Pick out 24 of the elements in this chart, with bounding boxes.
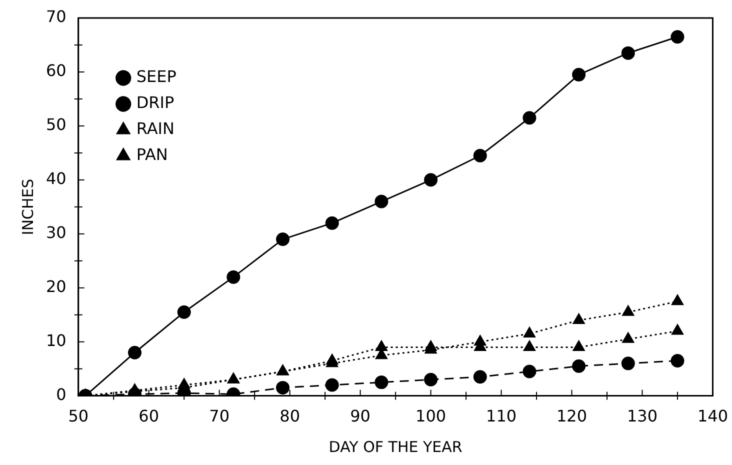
x-tick-label: 120 [556,406,588,426]
x-tick-label: 130 [626,406,658,426]
legend-label: SEEP [136,67,177,86]
x-tick-label: 60 [138,406,160,426]
legend-label: RAIN [136,119,174,138]
x-tick-label: 110 [486,406,517,426]
y-tick-label: 70 [46,7,66,26]
x-tick-label: 140 [697,406,728,426]
x-tick-label: 90 [350,406,370,426]
y-tick-label: 50 [46,115,66,134]
legend-label: PAN [136,145,168,164]
x-tick-label: 100 [416,406,446,426]
y-axis-title: INCHES [18,178,37,236]
x-tick-label: 70 [209,406,230,426]
legend-label: DRIP [136,93,175,112]
x-tick-label: 50 [68,406,89,426]
y-tick-label: 30 [46,223,66,242]
y-tick-label: 60 [46,61,66,80]
x-tick-label: 80 [280,406,300,426]
y-tick-label: 0 [56,384,66,404]
y-tick-label: 20 [46,277,66,296]
x-axis-title: DAY OF THE YEAR [328,438,462,456]
y-tick-label: 40 [46,169,66,188]
y-tick-label: 10 [46,330,66,350]
